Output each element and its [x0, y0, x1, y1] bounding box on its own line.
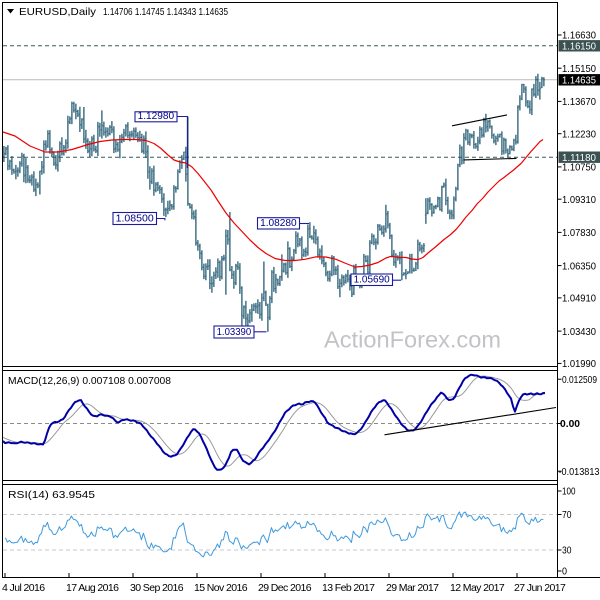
svg-text:1.12230: 1.12230 — [562, 128, 596, 140]
svg-text:1.14635: 1.14635 — [562, 74, 596, 86]
svg-text:-0.013813: -0.013813 — [559, 466, 600, 478]
svg-text:1.05690: 1.05690 — [354, 274, 390, 286]
svg-text:29 Dec 2016: 29 Dec 2016 — [258, 582, 312, 594]
svg-text:MACD(12,26,9) 0.007108 0.00700: MACD(12,26,9) 0.007108 0.007008 — [8, 375, 171, 387]
svg-text:1.11180: 1.11180 — [562, 152, 596, 164]
svg-text:17 Aug 2016: 17 Aug 2016 — [66, 582, 119, 594]
svg-text:1.01990: 1.01990 — [562, 358, 596, 370]
svg-text:15 Nov 2016: 15 Nov 2016 — [194, 582, 248, 594]
svg-text:4 Jul 2016: 4 Jul 2016 — [2, 582, 45, 594]
svg-text:27 Jun 2017: 27 Jun 2017 — [514, 582, 566, 594]
svg-text:1.13670: 1.13670 — [562, 96, 596, 108]
svg-text:0.012509: 0.012509 — [562, 374, 597, 386]
svg-text:1.04910: 1.04910 — [562, 293, 596, 305]
svg-text:1.10750: 1.10750 — [562, 162, 596, 174]
svg-text:1.16630: 1.16630 — [562, 30, 596, 42]
svg-text:1.14706 1.14745 1.14343 1.1463: 1.14706 1.14745 1.14343 1.14635 — [103, 6, 228, 18]
svg-text:30: 30 — [562, 545, 572, 557]
svg-text:1.12980: 1.12980 — [138, 110, 175, 122]
svg-text:1.16150: 1.16150 — [562, 40, 596, 52]
svg-text:1.06350: 1.06350 — [562, 260, 596, 272]
svg-text:70: 70 — [562, 509, 572, 521]
svg-text:0.00: 0.00 — [560, 418, 580, 430]
svg-text:100: 100 — [562, 486, 576, 498]
svg-text:1.03390: 1.03390 — [217, 326, 252, 338]
svg-text:1.09310: 1.09310 — [562, 194, 596, 206]
svg-text:1.08500: 1.08500 — [116, 213, 154, 225]
svg-text:1.07830: 1.07830 — [562, 227, 596, 239]
svg-text:EURUSD,Daily: EURUSD,Daily — [19, 6, 97, 18]
svg-text:1.03430: 1.03430 — [562, 326, 596, 338]
svg-text:12 May 2017: 12 May 2017 — [450, 582, 505, 594]
svg-text:1.08280: 1.08280 — [260, 217, 297, 229]
svg-text:30 Sep 2016: 30 Sep 2016 — [130, 582, 184, 594]
svg-text:1.15150: 1.15150 — [562, 63, 596, 75]
svg-text:RSI(14) 63.9545: RSI(14) 63.9545 — [8, 489, 95, 501]
svg-text:0: 0 — [562, 566, 567, 578]
svg-text:13 Feb 2017: 13 Feb 2017 — [322, 582, 375, 594]
svg-text:29 Mar 2017: 29 Mar 2017 — [386, 582, 439, 594]
svg-text:ActionForex.com: ActionForex.com — [324, 327, 501, 353]
